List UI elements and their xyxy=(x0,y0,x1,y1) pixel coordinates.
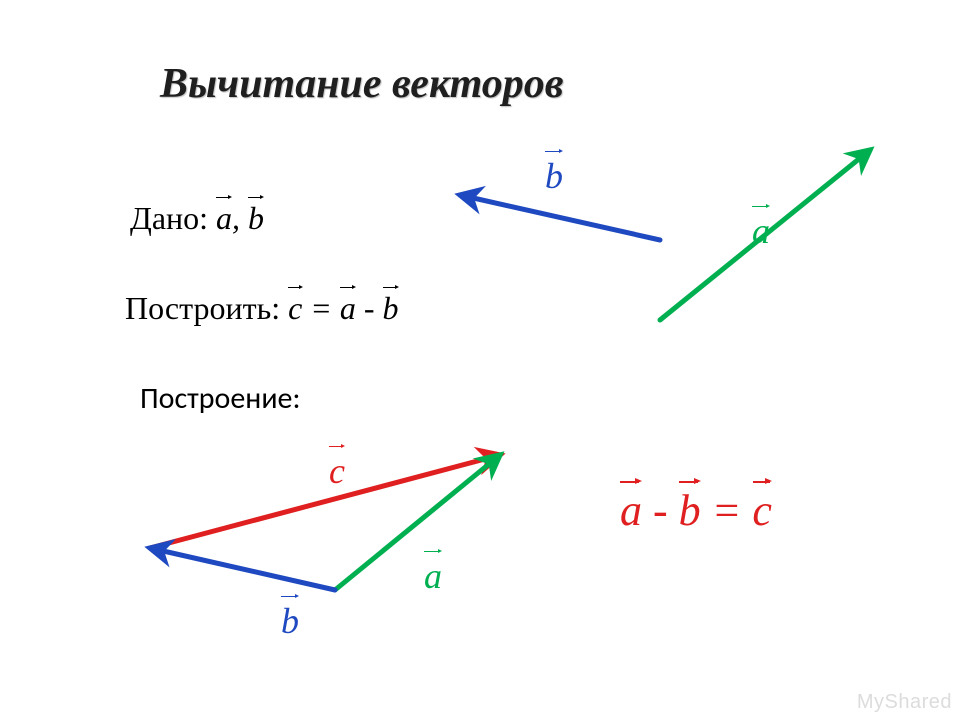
given-comma: , xyxy=(232,200,248,236)
build-eq: = xyxy=(302,290,340,326)
given-prefix: Дано: xyxy=(130,200,216,236)
given-a: a xyxy=(216,200,232,237)
build-line: Построить: c = a - b xyxy=(125,290,399,327)
build-b: b xyxy=(383,290,399,327)
eq-minus: - xyxy=(642,486,679,535)
vector-c-bottom xyxy=(150,455,500,548)
label-c-bottom: c xyxy=(329,450,345,492)
eq-a: a xyxy=(620,485,642,536)
watermark: MyShared xyxy=(857,691,952,714)
eq-eq: = xyxy=(701,486,753,535)
construction-label: Построение: xyxy=(140,380,301,417)
build-a: a xyxy=(340,290,356,327)
vector-b-bottom xyxy=(150,548,335,590)
eq-b: b xyxy=(679,485,701,536)
build-minus: - xyxy=(356,290,383,326)
label-b-top: b xyxy=(545,155,563,197)
result-equation: a - b = c xyxy=(620,485,772,536)
build-prefix: Построить: xyxy=(125,290,288,326)
label-a-top: a xyxy=(752,210,770,252)
label-b-bottom: b xyxy=(281,600,299,642)
diagram-canvas xyxy=(0,0,960,720)
given-line: Дано: a, b xyxy=(130,200,264,237)
eq-c: c xyxy=(752,485,772,536)
page-title: Вычитание векторов xyxy=(160,60,564,108)
build-c: c xyxy=(288,290,302,327)
given-b: b xyxy=(248,200,264,237)
vector-b-top xyxy=(460,195,660,240)
label-a-bottom: a xyxy=(424,555,442,597)
vector-a-bottom xyxy=(335,455,500,590)
